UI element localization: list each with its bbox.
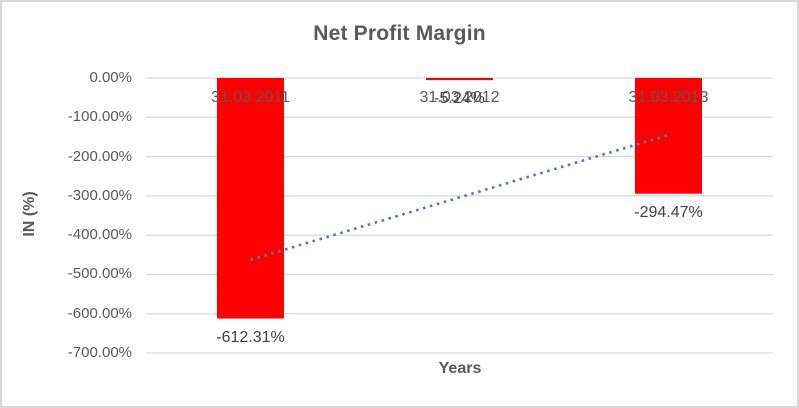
category-label: 31.03.2012: [419, 89, 500, 106]
category-label: 31.03.2013: [628, 89, 709, 106]
data-label: -612.31%: [216, 328, 285, 346]
bar-31.03.2011: [217, 78, 284, 319]
y-tick-label: -100.00%: [67, 108, 132, 126]
y-tick-label: -600.00%: [67, 304, 132, 322]
data-label: -294.47%: [634, 203, 703, 221]
y-tick-label: -200.00%: [67, 147, 132, 165]
x-axis-title: Years: [438, 360, 482, 377]
y-tick-label: -400.00%: [67, 226, 132, 244]
chart-title: Net Profit Margin: [313, 22, 486, 45]
bar-31.03.2013: [635, 78, 702, 194]
data-label: -5.24%: [434, 90, 485, 108]
y-tick-label: -500.00%: [67, 265, 132, 283]
y-axis-title: IN (%): [21, 191, 38, 237]
category-label: 31.03.2011: [211, 89, 290, 106]
bar-31.03.2012: [426, 78, 493, 81]
y-tick-label: -300.00%: [67, 186, 132, 204]
y-tick-label: -700.00%: [67, 344, 132, 361]
trendline: [250, 133, 669, 262]
y-tick-label: 0.00%: [89, 69, 132, 86]
